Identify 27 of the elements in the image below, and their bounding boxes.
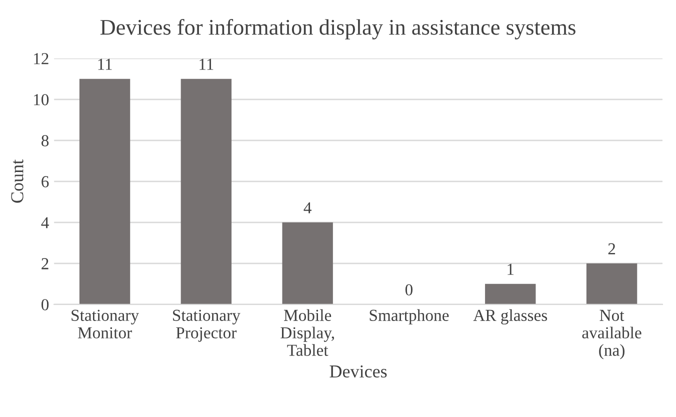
bar xyxy=(79,78,130,304)
data-label: 4 xyxy=(304,202,312,214)
y-tick-label: 2 xyxy=(42,258,48,270)
bar xyxy=(485,284,536,304)
y-tick-label: 0 xyxy=(42,299,49,310)
x-tick-label: AR glasses xyxy=(473,309,548,324)
y-axis-title: Count xyxy=(11,159,24,203)
bar xyxy=(282,222,333,304)
x-axis-title: Devices xyxy=(330,365,387,378)
chart-title: Devices for information display in assistance systems xyxy=(100,18,576,40)
x-tick-label: Smartphone xyxy=(370,309,449,324)
data-label: 2 xyxy=(608,243,616,254)
y-tick-label: 10 xyxy=(34,94,49,106)
y-tick-label: 8 xyxy=(42,135,49,146)
x-tick-label: Not available (na) xyxy=(582,310,642,360)
data-label: 11 xyxy=(200,58,214,70)
bar xyxy=(180,78,232,304)
data-label: 1 xyxy=(508,264,514,275)
y-tick-label: 4 xyxy=(41,217,49,228)
data-label: 11 xyxy=(98,58,112,70)
x-tick-label: Mobile Display, Tablet xyxy=(280,309,334,356)
data-label: 0 xyxy=(405,284,413,296)
x-tick-label: Stationary Projector xyxy=(173,310,240,342)
bar xyxy=(586,263,638,304)
y-tick-label: 12 xyxy=(34,53,48,64)
x-tick-label: Stationary Monitor xyxy=(72,310,139,338)
y-tick-label: 6 xyxy=(42,176,49,188)
